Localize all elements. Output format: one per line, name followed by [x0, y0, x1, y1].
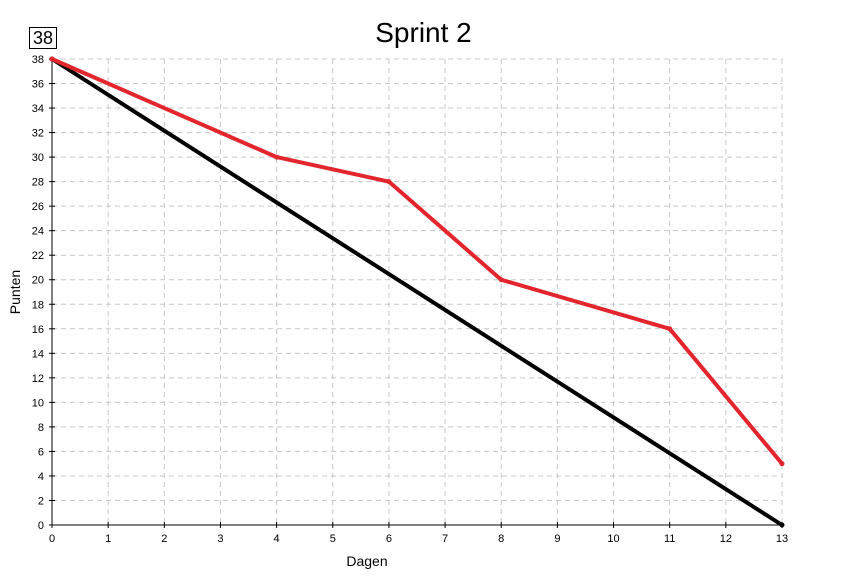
x-tick-label: 5 — [330, 533, 336, 545]
x-tick-label: 8 — [498, 533, 504, 545]
y-tick-label: 20 — [32, 275, 44, 287]
data-point — [49, 56, 55, 62]
data-point — [386, 179, 392, 185]
y-tick-label: 18 — [32, 299, 44, 311]
y-tick-label: 30 — [32, 152, 44, 164]
x-tick-label: 12 — [720, 533, 732, 545]
x-axis-label: Dagen — [346, 553, 387, 569]
x-tick-label: 6 — [386, 533, 392, 545]
y-axis-label: Punten — [7, 270, 23, 314]
data-point — [498, 277, 504, 283]
y-tick-label: 10 — [32, 397, 44, 409]
y-tick-label: 8 — [38, 422, 44, 434]
y-tick-label: 6 — [38, 446, 44, 458]
x-tick-label: 10 — [607, 533, 619, 545]
y-tick-label: 34 — [32, 103, 44, 115]
chart-title: Sprint 2 — [375, 17, 472, 48]
y-tick-label: 2 — [38, 495, 44, 507]
x-tick-label: 11 — [664, 533, 675, 545]
y-tick-label: 36 — [32, 79, 44, 91]
data-point — [667, 326, 673, 332]
x-tick-label: 9 — [554, 533, 560, 545]
x-tick-label: 2 — [161, 533, 167, 545]
ideal-burndown-line — [50, 57, 784, 527]
y-tick-label: 32 — [32, 128, 44, 140]
data-point — [779, 522, 785, 528]
y-tick-label: 22 — [32, 250, 44, 262]
actual-burndown-line — [50, 57, 784, 466]
y-tick-label: 38 — [32, 54, 44, 66]
data-point — [779, 461, 785, 467]
x-tick-label: 7 — [442, 533, 448, 545]
point-count-badge: 38 — [29, 27, 58, 49]
y-tick-label: 4 — [38, 471, 44, 483]
y-tick-label: 26 — [32, 201, 44, 213]
x-tick-label: 13 — [776, 533, 788, 545]
y-tick-label: 24 — [32, 226, 44, 238]
y-tick-label: 12 — [32, 373, 44, 385]
x-tick-label: 4 — [274, 533, 280, 545]
x-tick-label: 0 — [49, 533, 55, 545]
x-tick-label: 3 — [217, 533, 223, 545]
y-tick-label: 16 — [32, 324, 44, 336]
y-tick-label: 14 — [32, 348, 44, 360]
x-tick-label: 1 — [105, 533, 111, 545]
y-tick-label: 28 — [32, 177, 44, 189]
y-tick-label: 0 — [38, 520, 44, 532]
data-point — [274, 154, 280, 160]
